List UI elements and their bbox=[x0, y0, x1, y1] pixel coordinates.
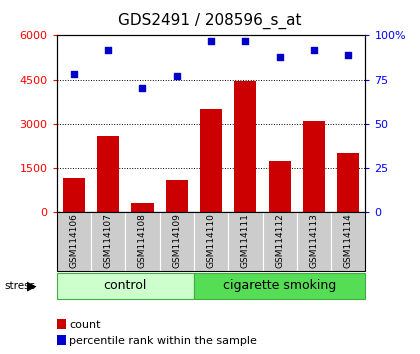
Point bbox=[105, 47, 112, 52]
Bar bbox=[160, 212, 194, 271]
Text: percentile rank within the sample: percentile rank within the sample bbox=[69, 336, 257, 346]
Bar bbox=[131, 203, 154, 212]
Text: ▶: ▶ bbox=[27, 279, 36, 292]
Text: GSM114113: GSM114113 bbox=[310, 213, 318, 268]
Bar bbox=[125, 212, 160, 271]
Bar bbox=[234, 81, 257, 212]
Bar bbox=[228, 212, 262, 271]
Point bbox=[242, 38, 249, 44]
Bar bbox=[262, 212, 297, 271]
Bar bbox=[165, 180, 188, 212]
Bar bbox=[297, 212, 331, 271]
Bar bbox=[63, 178, 85, 212]
Bar bbox=[57, 273, 194, 299]
Point bbox=[208, 38, 215, 44]
Bar bbox=[268, 161, 291, 212]
Text: GSM114112: GSM114112 bbox=[275, 213, 284, 268]
Text: GSM114114: GSM114114 bbox=[344, 213, 353, 268]
Bar bbox=[337, 153, 360, 212]
Bar bbox=[200, 109, 222, 212]
Text: GSM114106: GSM114106 bbox=[69, 213, 79, 268]
Text: GSM114111: GSM114111 bbox=[241, 213, 250, 268]
Text: GSM114109: GSM114109 bbox=[172, 213, 181, 268]
Text: stress: stress bbox=[4, 281, 35, 291]
Bar bbox=[91, 212, 125, 271]
Point bbox=[173, 73, 180, 79]
Text: GSM114107: GSM114107 bbox=[104, 213, 113, 268]
Point bbox=[276, 54, 283, 59]
Text: GSM114110: GSM114110 bbox=[207, 213, 215, 268]
Point bbox=[310, 47, 318, 52]
Bar bbox=[57, 212, 91, 271]
Text: GSM114108: GSM114108 bbox=[138, 213, 147, 268]
Text: cigarette smoking: cigarette smoking bbox=[223, 279, 336, 292]
Bar bbox=[194, 212, 228, 271]
Point bbox=[71, 72, 77, 77]
Point bbox=[345, 52, 352, 58]
Bar bbox=[331, 212, 365, 271]
Text: GDS2491 / 208596_s_at: GDS2491 / 208596_s_at bbox=[118, 12, 302, 29]
Text: control: control bbox=[104, 279, 147, 292]
Point bbox=[139, 86, 146, 91]
Bar bbox=[194, 273, 365, 299]
Text: count: count bbox=[69, 320, 101, 330]
Bar bbox=[97, 136, 119, 212]
Bar bbox=[303, 121, 325, 212]
